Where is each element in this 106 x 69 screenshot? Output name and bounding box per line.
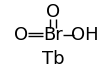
Text: Tb: Tb: [42, 50, 64, 68]
Text: OH: OH: [71, 26, 99, 43]
Text: Br: Br: [43, 26, 63, 43]
Text: O: O: [46, 3, 60, 21]
Text: O: O: [14, 26, 28, 43]
